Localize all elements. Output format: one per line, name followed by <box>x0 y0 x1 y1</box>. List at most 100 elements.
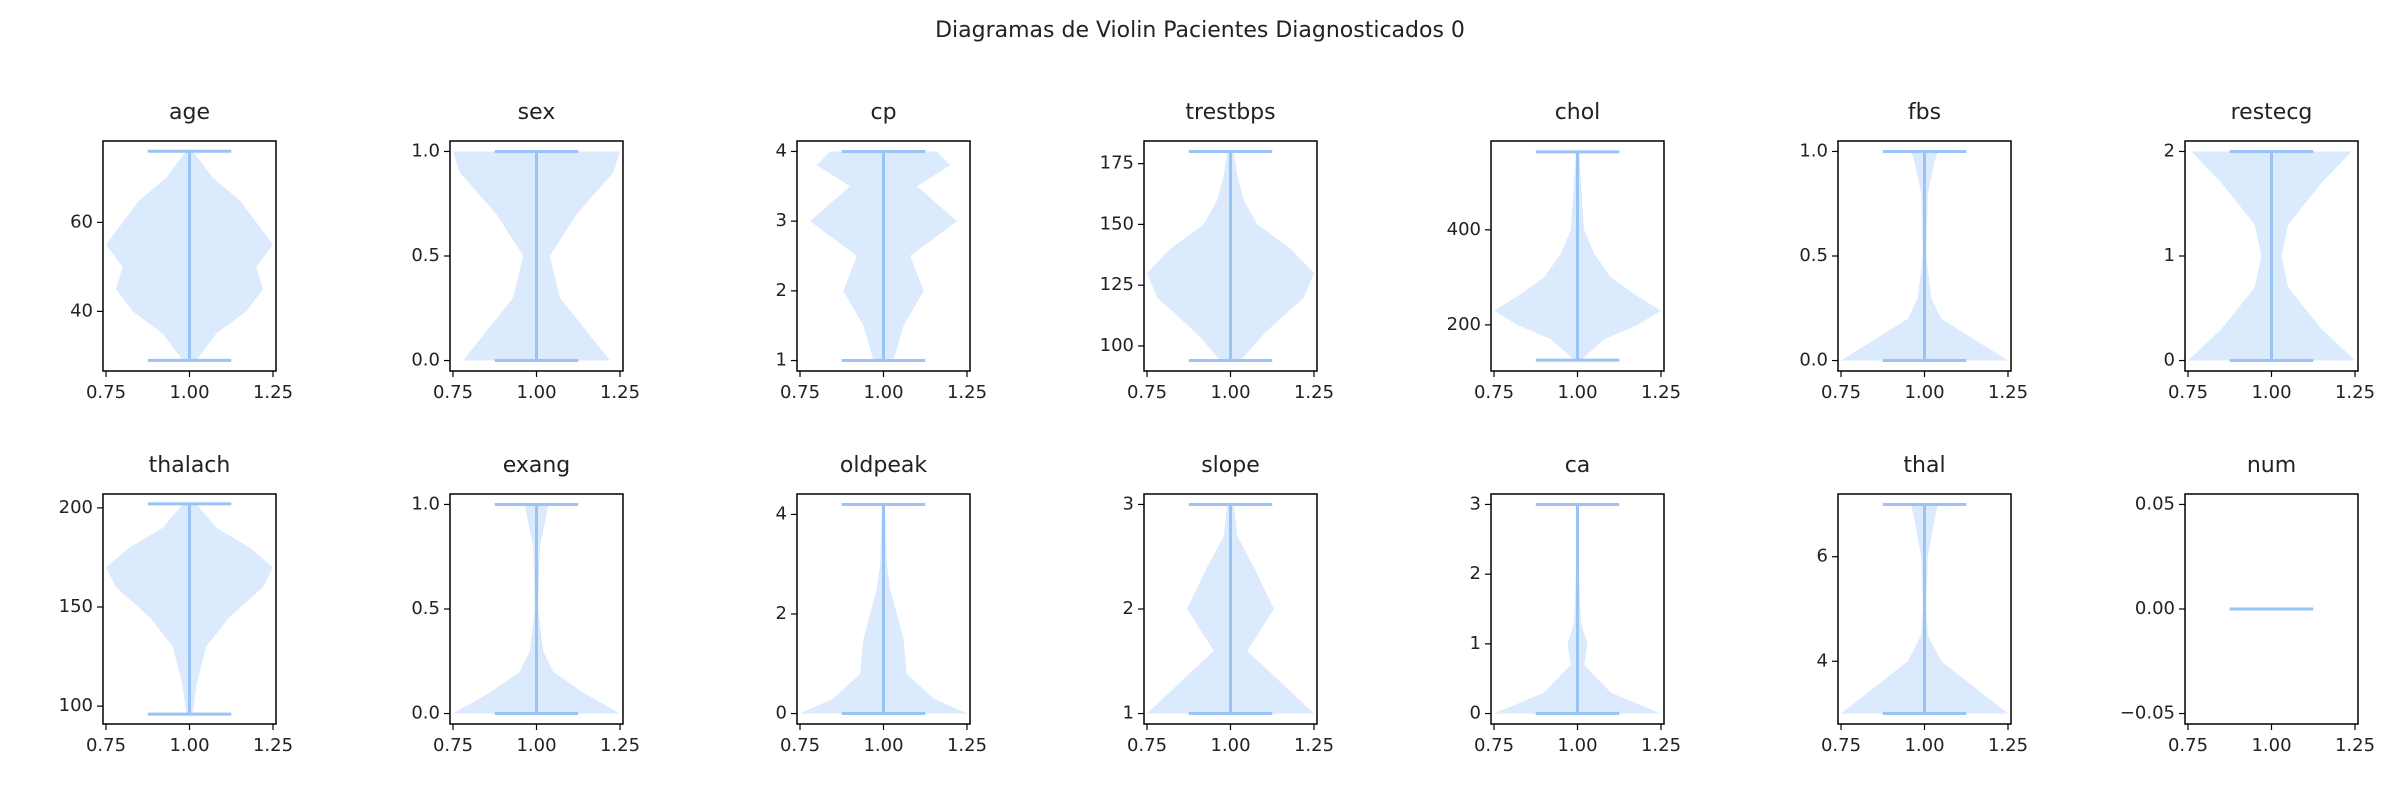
y-tick-label: 125 <box>1100 274 1134 295</box>
x-tick-label: 1.25 <box>1988 382 2028 403</box>
y-tick-label: 1 <box>2164 245 2175 266</box>
y-tick-label: 1 <box>1123 703 1134 724</box>
x-tick-label: 1.25 <box>253 382 293 403</box>
y-tick-label: 0.0 <box>411 350 440 371</box>
x-tick-label: 1.00 <box>1557 735 1597 756</box>
y-tick-label: 0.5 <box>411 245 440 266</box>
subplot: ca 0.75 1.00 1.25 0 1 2 3 <box>1470 453 1681 756</box>
x-tick-label: 1.25 <box>2335 735 2375 756</box>
x-tick-label: 0.75 <box>1821 735 1861 756</box>
y-tick-label: 4 <box>776 503 787 524</box>
x-tick-label: 1.00 <box>1557 382 1597 403</box>
y-tick-label: 3 <box>776 210 787 231</box>
x-tick-label: 1.00 <box>169 382 209 403</box>
subplot-title: fbs <box>1908 100 1941 125</box>
subplot: num 0.75 1.00 1.25 −0.05 0.00 0.05 <box>2120 453 2375 756</box>
y-tick-label: 150 <box>1100 213 1134 234</box>
subplot: thalach 0.75 1.00 1.25 100 150 200 <box>59 453 293 756</box>
subplot-title: restecg <box>2231 100 2313 125</box>
y-tick-label: 0 <box>776 703 787 724</box>
y-tick-label: −0.05 <box>2120 703 2175 724</box>
y-tick-label: 0.0 <box>411 703 440 724</box>
x-tick-label: 1.00 <box>1904 735 1944 756</box>
subplot-title: thalach <box>149 453 231 478</box>
subplot-title: sex <box>518 100 556 125</box>
x-tick-label: 1.00 <box>1210 382 1250 403</box>
x-tick-label: 0.75 <box>433 382 473 403</box>
x-tick-label: 1.00 <box>1210 735 1250 756</box>
y-tick-label: 2 <box>776 280 787 301</box>
x-tick-label: 1.25 <box>1641 382 1681 403</box>
x-tick-label: 1.00 <box>863 735 903 756</box>
x-tick-label: 0.75 <box>1474 382 1514 403</box>
subplot-title: slope <box>1201 453 1260 478</box>
subplot-title: exang <box>503 453 571 478</box>
subplot: age 0.75 1.00 1.25 40 60 <box>70 100 293 403</box>
y-tick-label: 1.0 <box>411 140 440 161</box>
y-tick-label: 1.0 <box>1799 140 1828 161</box>
x-tick-label: 1.25 <box>947 382 987 403</box>
x-tick-label: 1.00 <box>516 735 556 756</box>
x-tick-label: 1.00 <box>2251 382 2291 403</box>
x-tick-label: 1.25 <box>1988 735 2028 756</box>
y-tick-label: 3 <box>1123 493 1134 514</box>
y-tick-label: 200 <box>59 497 93 518</box>
x-tick-label: 1.25 <box>1294 735 1334 756</box>
subplot-title: oldpeak <box>840 453 928 478</box>
x-tick-label: 1.00 <box>1904 382 1944 403</box>
y-tick-label: 4 <box>776 140 787 161</box>
subplot: trestbps 0.75 1.00 1.25 100 125 150 175 <box>1100 100 1334 403</box>
y-tick-label: 4 <box>1817 650 1828 671</box>
y-tick-label: 0.0 <box>1799 350 1828 371</box>
y-tick-label: 0.05 <box>2135 493 2175 514</box>
x-tick-label: 1.25 <box>1641 735 1681 756</box>
subplot: sex 0.75 1.00 1.25 0.0 0.5 1.0 <box>411 100 640 403</box>
subplot-title: trestbps <box>1185 100 1275 125</box>
y-tick-label: 400 <box>1447 219 1481 240</box>
y-tick-label: 1 <box>1470 633 1481 654</box>
y-tick-label: 200 <box>1447 314 1481 335</box>
x-tick-label: 1.00 <box>169 735 209 756</box>
x-tick-label: 0.75 <box>1127 382 1167 403</box>
subplot: exang 0.75 1.00 1.25 0.0 0.5 1.0 <box>411 453 640 756</box>
y-tick-label: 0.5 <box>1799 245 1828 266</box>
y-tick-label: 40 <box>70 300 93 321</box>
x-tick-label: 0.75 <box>1821 382 1861 403</box>
subplot: thal 0.75 1.00 1.25 4 6 <box>1817 453 2028 756</box>
x-tick-label: 1.00 <box>516 382 556 403</box>
x-tick-label: 1.00 <box>2251 735 2291 756</box>
x-tick-label: 0.75 <box>780 382 820 403</box>
x-tick-label: 0.75 <box>2168 382 2208 403</box>
y-tick-label: 3 <box>1470 493 1481 514</box>
subplot: oldpeak 0.75 1.00 1.25 0 2 4 <box>776 453 987 756</box>
x-tick-label: 1.25 <box>1294 382 1334 403</box>
y-tick-label: 0.00 <box>2135 598 2175 619</box>
y-tick-label: 175 <box>1100 153 1134 174</box>
figure-title: Diagramas de Violin Pacientes Diagnostic… <box>935 18 1465 43</box>
subplot-title: ca <box>1565 453 1591 478</box>
subplot: cp 0.75 1.00 1.25 1 2 3 4 <box>776 100 987 403</box>
x-tick-label: 1.25 <box>600 735 640 756</box>
subplot-title: chol <box>1555 100 1601 125</box>
y-tick-label: 0 <box>1470 703 1481 724</box>
subplot-title: cp <box>870 100 896 125</box>
y-tick-label: 0.5 <box>411 598 440 619</box>
subplot: restecg 0.75 1.00 1.25 0 1 2 <box>2164 100 2375 403</box>
x-tick-label: 0.75 <box>86 382 126 403</box>
subplot-title: thal <box>1903 453 1945 478</box>
subplot: slope 0.75 1.00 1.25 1 2 3 <box>1123 453 1334 756</box>
x-tick-label: 0.75 <box>1127 735 1167 756</box>
y-tick-label: 100 <box>59 695 93 716</box>
subplot: fbs 0.75 1.00 1.25 0.0 0.5 1.0 <box>1799 100 2028 403</box>
x-tick-label: 1.25 <box>947 735 987 756</box>
y-tick-label: 2 <box>2164 140 2175 161</box>
x-tick-label: 0.75 <box>1474 735 1514 756</box>
y-tick-label: 6 <box>1817 546 1828 567</box>
subplot: chol 0.75 1.00 1.25 200 400 <box>1447 100 1681 403</box>
y-tick-label: 60 <box>70 211 93 232</box>
x-tick-label: 0.75 <box>86 735 126 756</box>
y-tick-label: 2 <box>776 603 787 624</box>
x-tick-label: 1.25 <box>600 382 640 403</box>
y-tick-label: 0 <box>2164 350 2175 371</box>
y-tick-label: 2 <box>1470 563 1481 584</box>
